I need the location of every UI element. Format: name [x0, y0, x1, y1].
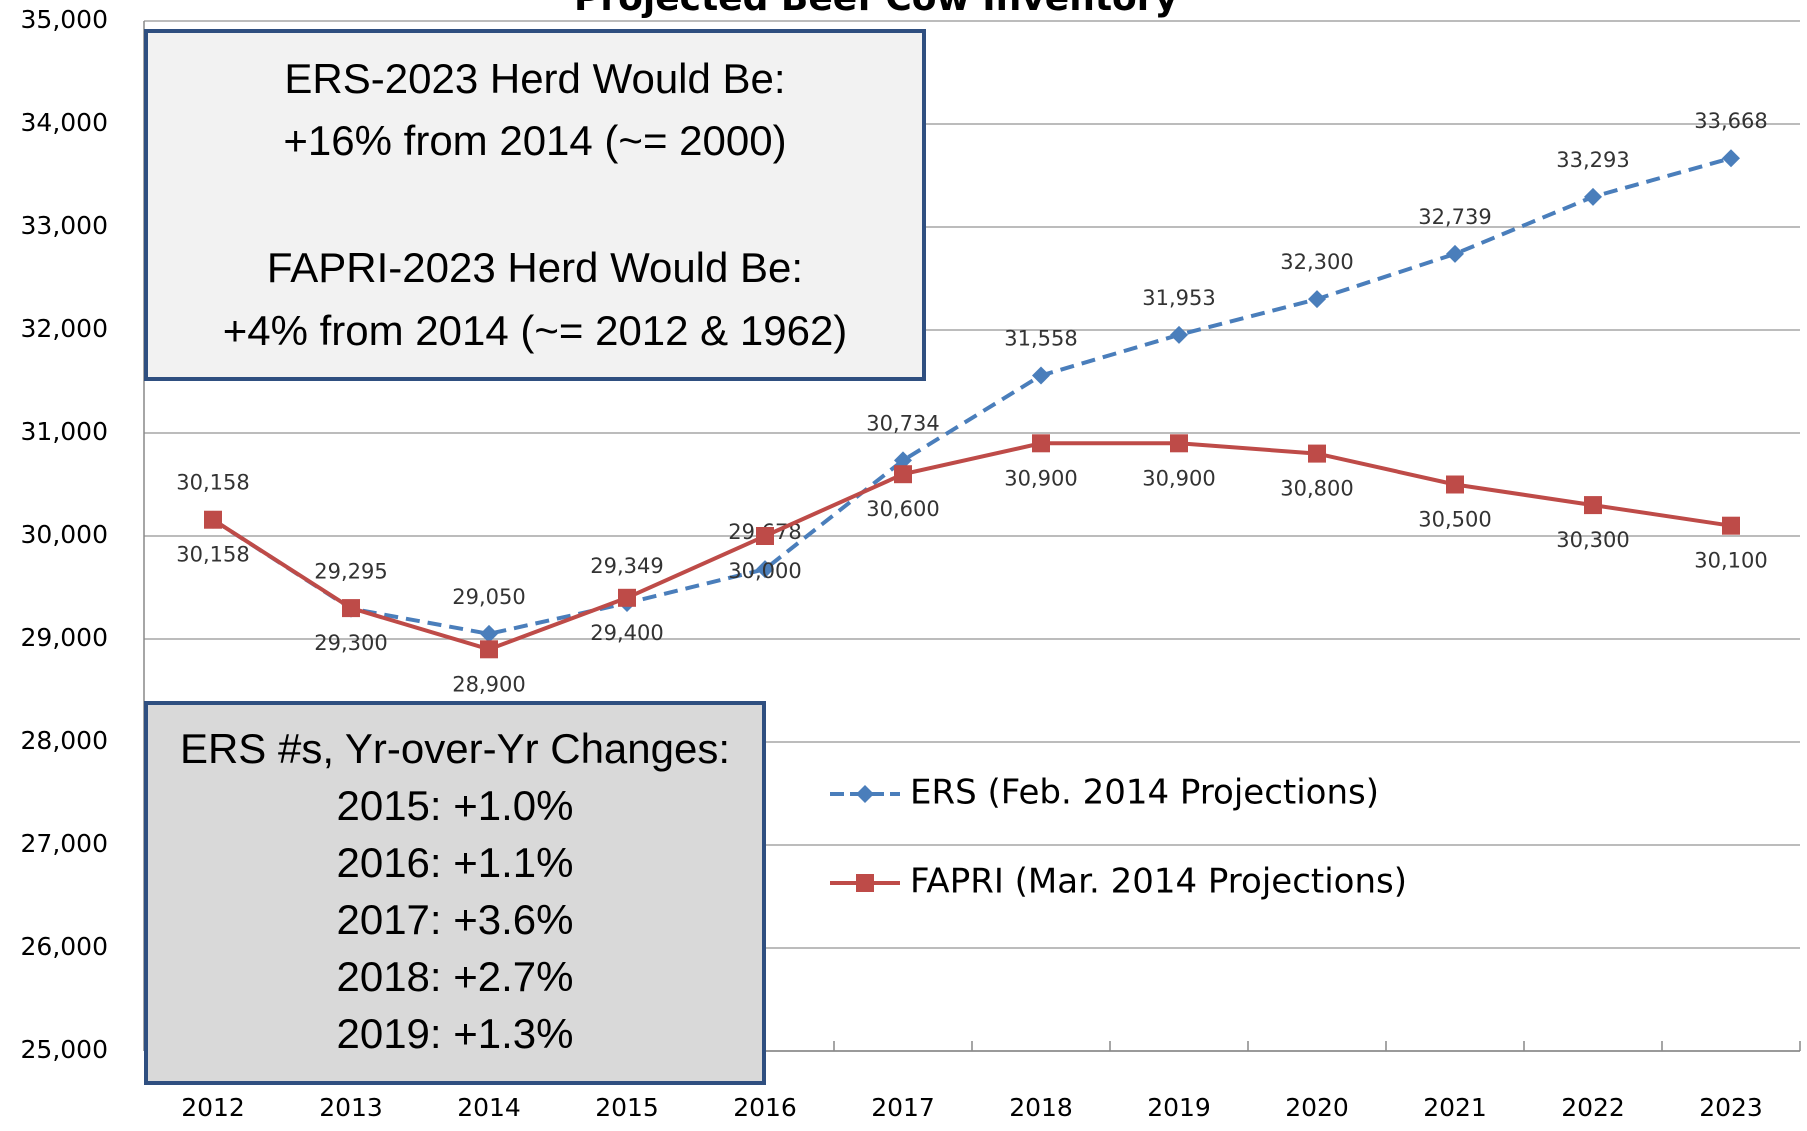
x-tick-label: 2019: [1147, 1093, 1211, 1122]
y-tick-label: 28,000: [21, 726, 108, 755]
data-label: 30,000: [728, 559, 801, 583]
x-tick-label: 2017: [871, 1093, 935, 1122]
data-label: 32,739: [1418, 205, 1491, 229]
annotation-text: 2017: +3.6%: [336, 896, 573, 943]
data-label: 30,900: [1142, 466, 1215, 490]
x-tick-label: 2022: [1561, 1093, 1625, 1122]
legend-marker: [856, 874, 874, 892]
chart-title: Projected Beef Cow Inventory: [574, 0, 1178, 19]
y-tick-label: 29,000: [21, 623, 108, 652]
point: [1308, 444, 1326, 463]
point: [204, 510, 222, 529]
annotation-text: ERS #s, Yr-over-Yr Changes:: [180, 725, 730, 772]
annotation-text: +16% from 2014 (~= 2000): [283, 117, 786, 164]
x-tick-label: 2023: [1699, 1093, 1763, 1122]
annotation-box: [144, 701, 766, 1085]
data-label: 30,300: [1556, 528, 1629, 552]
y-tick-label: 31,000: [21, 417, 108, 446]
y-tick-label: 35,000: [21, 5, 108, 34]
y-tick-label: 34,000: [21, 108, 108, 137]
point: [894, 465, 912, 484]
point: [1722, 149, 1740, 168]
data-label: 29,300: [314, 631, 387, 655]
point: [756, 560, 774, 579]
point: [342, 599, 360, 618]
point: [1722, 516, 1740, 535]
annotation-box: [144, 29, 926, 381]
data-label: 32,300: [1280, 250, 1353, 274]
y-tick-label: 27,000: [21, 829, 108, 858]
point: [1032, 366, 1050, 385]
data-label: 31,558: [1004, 327, 1077, 351]
point: [756, 527, 774, 545]
y-tick-label: 30,000: [21, 520, 108, 549]
point: [618, 588, 636, 607]
series-line: [211, 156, 1732, 636]
point: [1446, 475, 1464, 494]
x-tick-label: 2020: [1285, 1093, 1349, 1122]
point: [894, 451, 912, 470]
data-label: 30,158: [176, 471, 249, 495]
data-label: 30,500: [1418, 508, 1491, 532]
x-tick-label: 2016: [733, 1093, 797, 1122]
point: [1032, 434, 1050, 453]
x-tick-label: 2021: [1423, 1093, 1487, 1122]
point: [1308, 290, 1326, 309]
x-tick-label: 2018: [1009, 1093, 1073, 1122]
legend-label: ERS (Feb. 2014 Projections): [910, 773, 1379, 813]
point: [1170, 434, 1188, 453]
point: [1446, 244, 1464, 263]
legend-marker: [856, 785, 874, 803]
annotation-text: +4% from 2014 (~= 2012 & 1962): [223, 307, 848, 354]
data-label: 29,050: [452, 585, 525, 609]
data-label: 29,295: [314, 560, 387, 584]
data-label: 28,900: [452, 672, 525, 696]
data-label: 33,293: [1556, 148, 1629, 172]
point: [480, 640, 498, 659]
point: [480, 624, 498, 643]
annotation-text: ERS-2023 Herd Would Be:: [284, 55, 785, 102]
y-tick-label: 32,000: [21, 314, 108, 343]
x-tick-label: 2013: [319, 1093, 383, 1122]
data-label: 33,668: [1694, 109, 1767, 133]
series-line: [211, 441, 1732, 652]
annotation-text: 2019: +1.3%: [336, 1010, 573, 1057]
point: [1584, 496, 1602, 515]
data-label: 30,900: [1004, 466, 1077, 490]
x-tick-label: 2014: [457, 1093, 521, 1122]
annotation-text: 2015: +1.0%: [336, 782, 573, 829]
y-tick-label: 33,000: [21, 211, 108, 240]
data-label: 29,400: [590, 621, 663, 645]
annotation-text: FAPRI-2023 Herd Would Be:: [267, 244, 803, 291]
x-tick-label: 2015: [595, 1093, 659, 1122]
data-label: 30,600: [866, 497, 939, 521]
y-tick-label: 26,000: [21, 932, 108, 961]
x-tick-label: 2012: [181, 1093, 245, 1122]
data-label: 30,734: [866, 411, 939, 435]
data-label: 30,100: [1694, 549, 1767, 573]
data-label: 30,800: [1280, 477, 1353, 501]
annotation-text: 2016: +1.1%: [336, 839, 573, 886]
data-label: 31,953: [1142, 286, 1215, 310]
annotation-text: 2018: +2.7%: [336, 953, 573, 1000]
point: [1584, 187, 1602, 206]
y-tick-label: 25,000: [21, 1035, 108, 1064]
legend-label: FAPRI (Mar. 2014 Projections): [910, 862, 1407, 902]
point: [1170, 325, 1188, 344]
data-label: 29,349: [590, 554, 663, 578]
data-label: 30,158: [176, 543, 249, 567]
